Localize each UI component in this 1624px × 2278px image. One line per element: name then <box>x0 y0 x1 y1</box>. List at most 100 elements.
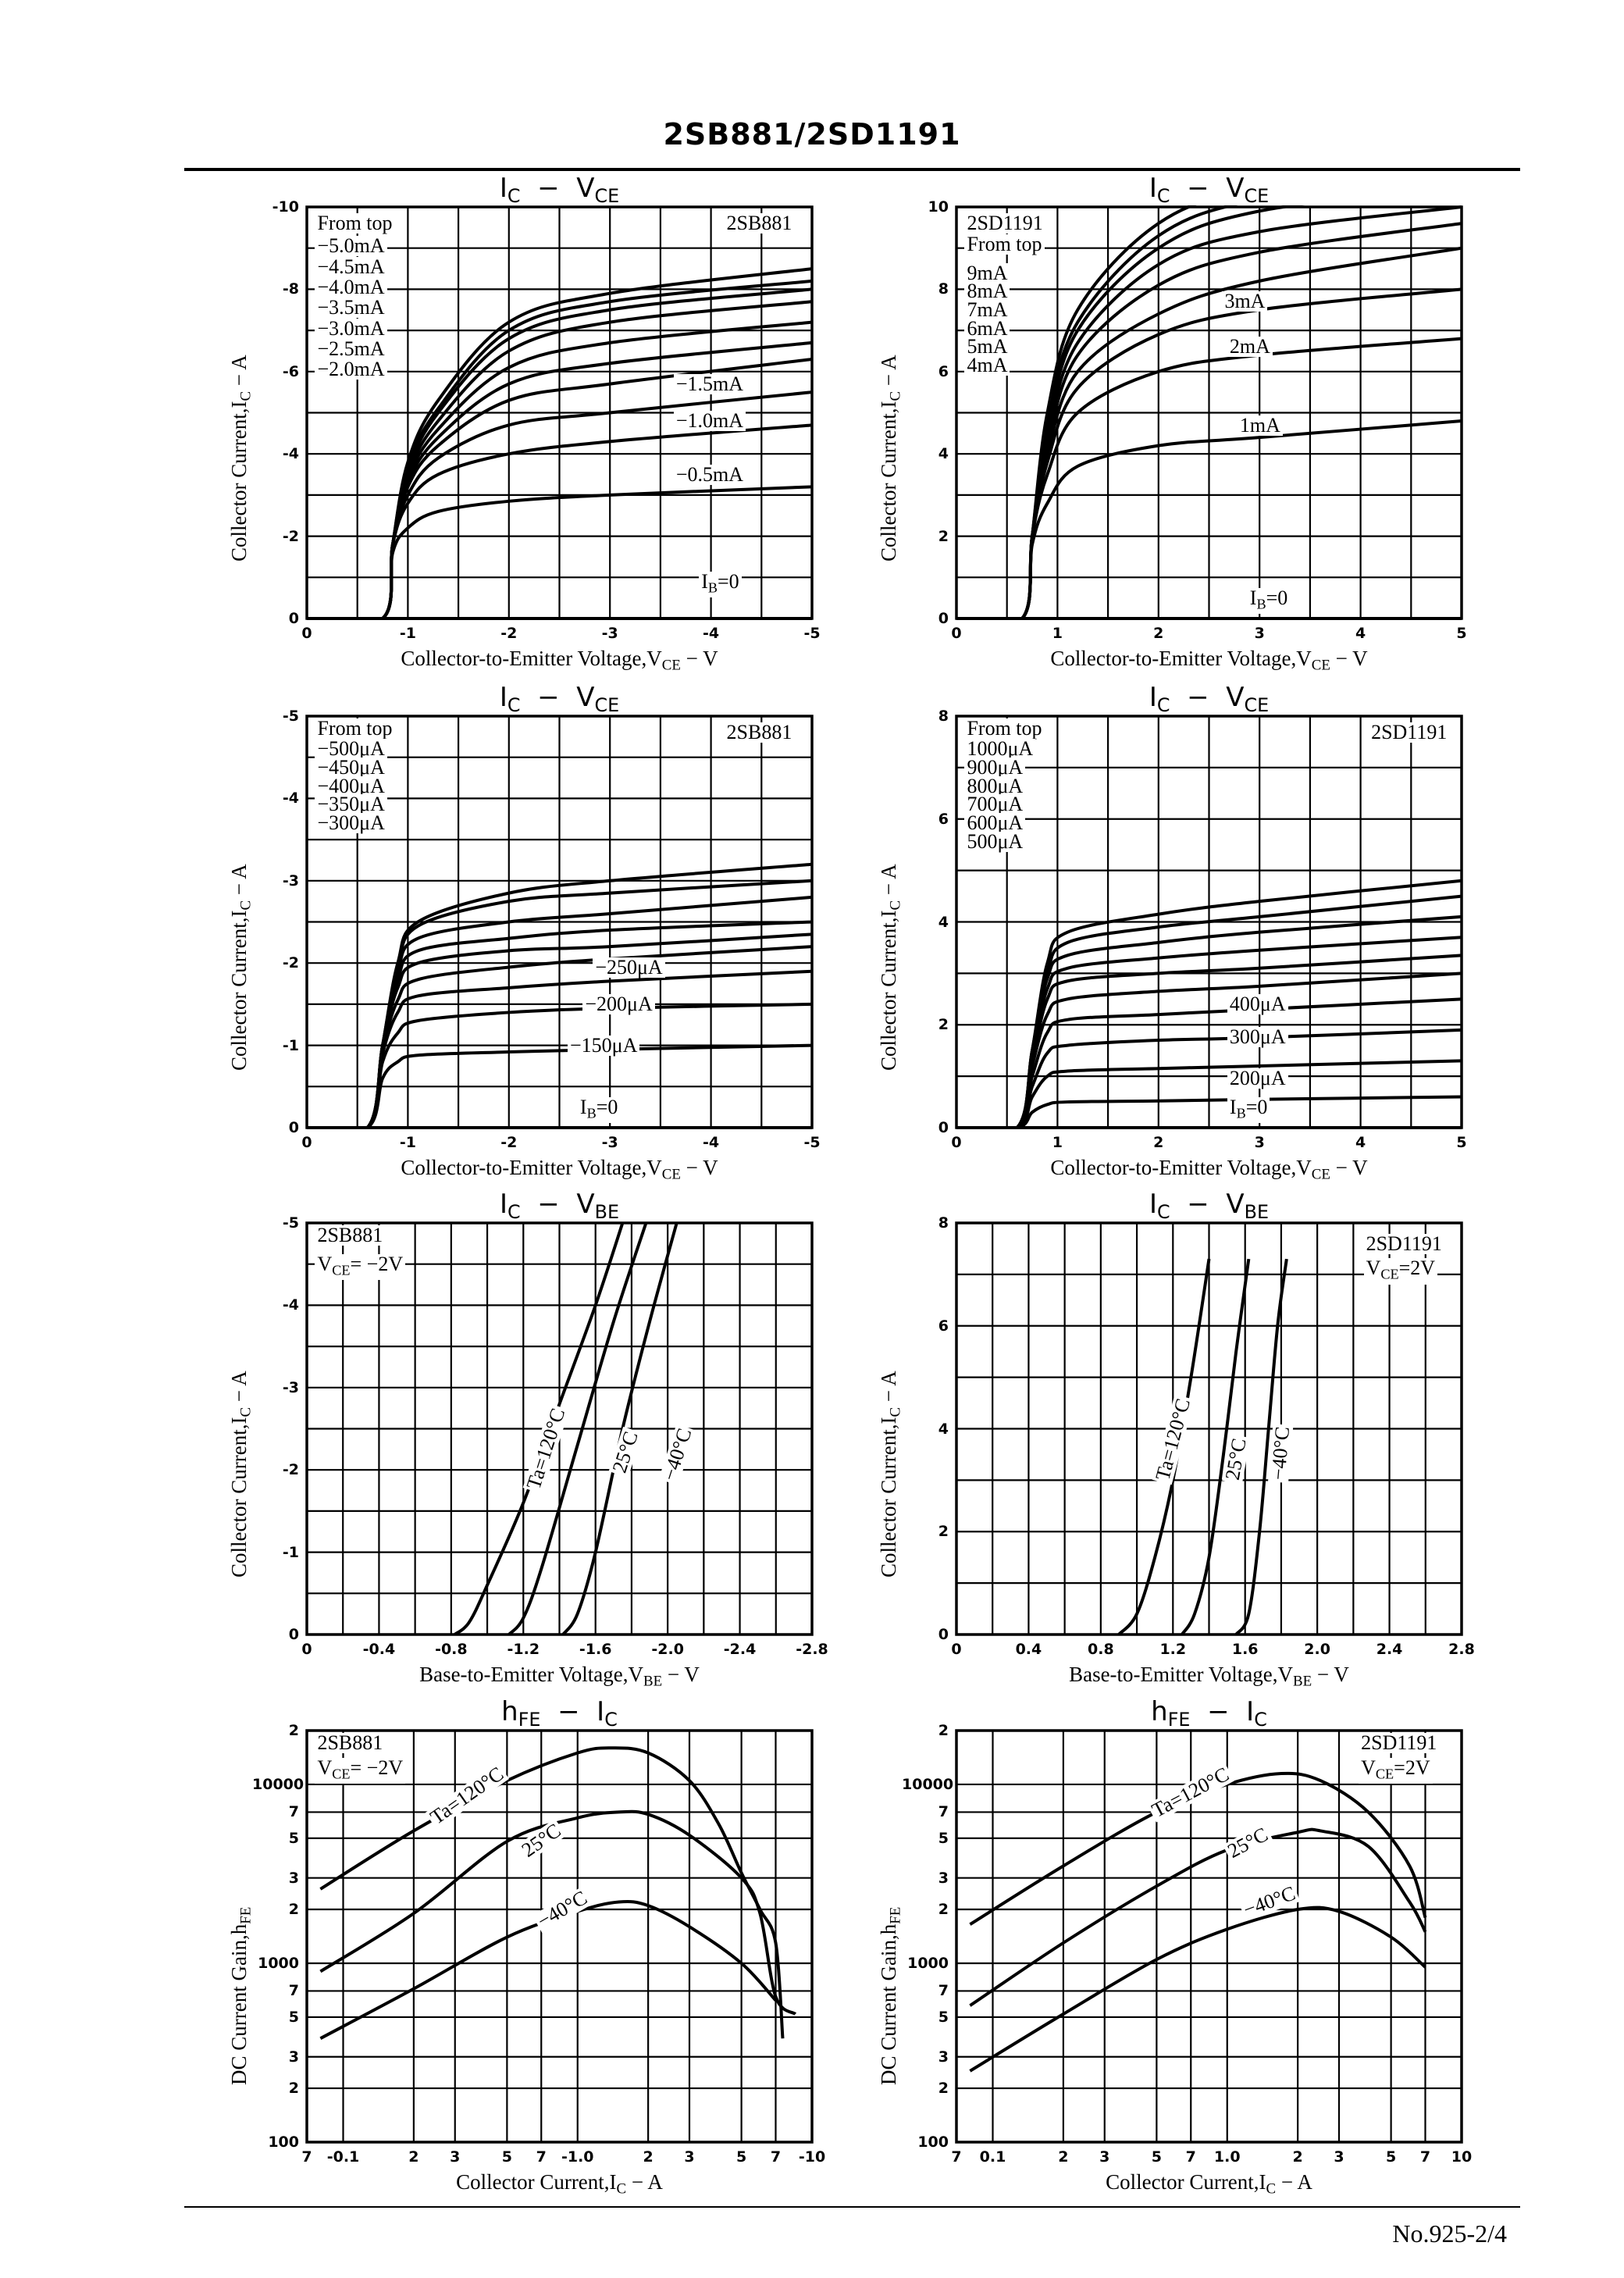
chart-annotation: −400μA <box>315 774 387 797</box>
subscript: C <box>1156 185 1170 208</box>
chart-annotation: From top <box>315 213 395 234</box>
text-segment: 2SB881 <box>317 1224 383 1246</box>
x-tick-label: 3 <box>1254 625 1265 642</box>
x-tick-label: -1 <box>399 625 416 642</box>
text-segment: I <box>499 1189 508 1220</box>
chart-annotation: −150μA <box>567 1035 640 1056</box>
x-tick-label: 5 <box>1456 625 1467 642</box>
x-tick-label: 5 <box>1456 1134 1467 1151</box>
y-axis-label: DC Current Gain,hFE <box>227 1906 255 2084</box>
x-tick-label: 3 <box>1334 2148 1344 2166</box>
x-tick-label: 1.0 <box>1213 2148 1241 2166</box>
y-tick-label: 2 <box>938 527 949 545</box>
chart-annotation: 8mA <box>964 281 1010 302</box>
x-tick-label: 1 <box>1052 625 1063 642</box>
chart-4: 0 1 2 3 4 5 0 2 4 6 8 IC − VCE Collector-to-Emitter … <box>877 682 1467 1183</box>
plot-area <box>305 205 814 620</box>
text-segment: −2.0mA <box>317 358 385 381</box>
chart-annotation: −3.0mA <box>315 318 387 339</box>
text-segment: 2SD1191 <box>1371 721 1448 744</box>
x-tick-label: -2.4 <box>723 1641 757 1658</box>
y-tick-label: 2 <box>938 1016 949 1034</box>
y-tick-label: 7 <box>938 1982 949 2000</box>
subscript: C <box>604 1709 618 1731</box>
text-segment: −200μA <box>585 993 653 1016</box>
text-segment: − V <box>1170 682 1245 713</box>
text-segment: 7mA <box>967 298 1008 321</box>
chart-annotation: From top <box>315 718 395 739</box>
chart-annotation: −1.0mA <box>673 411 746 432</box>
text-segment: − A <box>626 2170 663 2194</box>
text-segment: V <box>1361 1756 1376 1779</box>
plot-area <box>305 1221 814 1636</box>
y-tick-label: 8 <box>938 1214 949 1232</box>
y-tick-label: 0 <box>938 610 949 627</box>
chart-title: hFE − IC <box>956 1696 1462 1731</box>
y-tick-label: 0 <box>938 1119 949 1136</box>
chart-annotation: −300μA <box>315 813 387 834</box>
subscript: CE <box>1311 1166 1330 1183</box>
y-tick-label: 0 <box>288 1626 299 1643</box>
text-segment: − V <box>680 647 718 670</box>
chart-annotation: 4mA <box>964 355 1010 376</box>
x-tick-label: 10 <box>1451 2148 1473 2166</box>
series-curve-1 <box>319 1746 785 2039</box>
subscript: CE <box>1375 1766 1394 1782</box>
y-tick-label: 2 <box>288 1901 299 1919</box>
x-axis-label: Collector-to-Emitter Voltage,VCE − V <box>956 1156 1462 1184</box>
x-tick-label: 1 <box>1052 1134 1063 1151</box>
subscript: CE <box>332 1766 351 1782</box>
y-axis-label: Collector Current,IC − A <box>877 864 905 1071</box>
series-curve-10 <box>307 485 812 620</box>
series-curve-3 <box>1234 1258 1288 1636</box>
text-segment: Collector-to-Emitter Voltage,V <box>401 647 662 670</box>
chart-annotation: VCE=2V <box>1363 1258 1438 1285</box>
y-tick-label: 100 <box>268 2134 299 2151</box>
text-segment: 2SD1191 <box>1366 1232 1442 1255</box>
chart-annotation: 1000μA <box>964 739 1036 760</box>
series-curve-9 <box>956 419 1462 620</box>
x-tick-label: 3 <box>1254 1134 1265 1151</box>
chart-annotation: VCE= −2V <box>315 1253 406 1281</box>
y-tick-label: -10 <box>272 198 299 216</box>
chart-annotation: From top <box>964 234 1045 255</box>
x-tick-label: 7 <box>1185 2148 1196 2166</box>
subscript: B <box>1256 596 1266 612</box>
subscript: C <box>508 1201 521 1224</box>
series-curve-1 <box>1117 1258 1211 1636</box>
chart-annotation: 2mA <box>1227 337 1273 358</box>
text-segment: − V <box>1330 647 1368 670</box>
y-tick-label: 6 <box>938 362 949 380</box>
y-tick-label: 5 <box>288 1829 299 1847</box>
chart-title: IC − VCE <box>956 682 1462 716</box>
text-segment: I <box>499 682 508 713</box>
header-rule <box>184 168 1520 171</box>
chart-8: 7 0.1 2 3 5 7 1.0 2 3 5 7 10 100 2 3 5 7 1000 2 3 5 7 10000 2 hF… <box>877 1696 1472 2198</box>
y-tick-label: 1000 <box>258 1954 299 1972</box>
x-tick-label: 2 <box>1058 2148 1069 2166</box>
chart-title: IC − VBE <box>307 1189 812 1223</box>
text-segment: − I <box>1190 1696 1255 1727</box>
x-tick-label: 2 <box>1153 1134 1164 1151</box>
subscript: C <box>237 1406 255 1417</box>
subscript: C <box>1266 2180 1277 2198</box>
text-segment: =0 <box>1245 1095 1268 1118</box>
text-segment: Collector Current,I <box>456 2170 617 2194</box>
x-tick-label: 0 <box>951 1641 962 1658</box>
y-tick-label: -3 <box>282 1378 299 1396</box>
plot-area <box>955 1729 1463 2144</box>
x-tick-label: 0.8 <box>1088 1641 1114 1658</box>
y-tick-label: -8 <box>282 280 299 298</box>
text-segment: −400μA <box>317 774 385 797</box>
chart-annotation: −200μA <box>582 993 655 1016</box>
text-segment: 2SD1191 <box>1361 1731 1437 1754</box>
subscript: CE <box>661 1166 681 1183</box>
chart-annotation: 200μA <box>1227 1068 1288 1089</box>
plot-area <box>305 1729 814 2144</box>
x-tick-label: 0 <box>951 1134 962 1151</box>
text-segment: I <box>1149 682 1157 713</box>
subscript: FE <box>887 1906 904 1924</box>
text-segment: − I <box>540 1696 605 1727</box>
x-tick-label: -1 <box>399 1134 416 1151</box>
text-segment: 700μA <box>967 793 1024 816</box>
